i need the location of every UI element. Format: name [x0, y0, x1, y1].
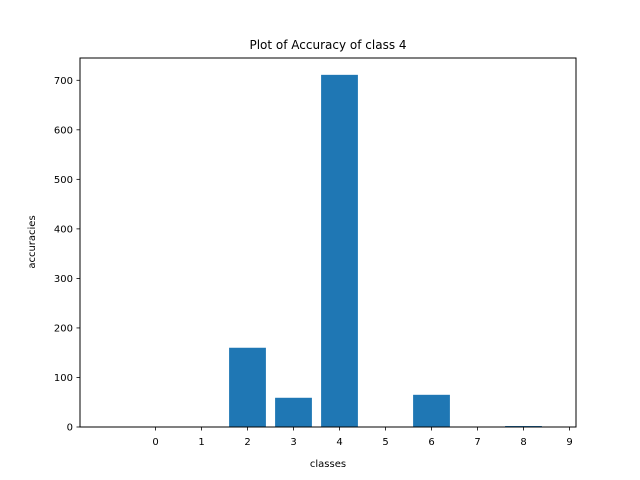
bar-class-3	[275, 397, 312, 427]
plot-frame	[79, 57, 577, 428]
chart-title: Plot of Accuracy of class 4	[249, 38, 406, 52]
bar-class-4	[321, 74, 358, 427]
y-tick-label: 400	[54, 224, 73, 235]
x-tick-label: 9	[566, 437, 572, 448]
y-axis-label: accuracies	[27, 215, 38, 268]
x-ticks-group: 0 1 2 3 4 5 6 7 8 9	[152, 427, 573, 448]
x-tick-label: 1	[198, 437, 204, 448]
y-tick-label: 300	[54, 274, 73, 285]
bar-class-6	[413, 394, 450, 427]
y-tick-label: 500	[54, 175, 73, 186]
x-tick-label: 3	[290, 437, 296, 448]
x-tick-label: 0	[152, 437, 158, 448]
x-tick-label: 4	[336, 437, 342, 448]
y-tick-label: 600	[54, 125, 73, 136]
x-axis-label: classes	[310, 459, 346, 470]
y-ticks-group: 0 100 200 300 400 500 600 700	[54, 76, 80, 434]
x-tick-label: 6	[428, 437, 434, 448]
y-tick-label: 200	[54, 323, 73, 334]
bars-group	[229, 74, 542, 427]
y-tick-label: 0	[67, 423, 73, 434]
bar-class-2	[229, 347, 266, 427]
x-tick-label: 2	[244, 437, 250, 448]
x-tick-label: 7	[474, 437, 480, 448]
y-tick-label: 100	[54, 373, 73, 384]
x-tick-label: 8	[520, 437, 526, 448]
y-tick-label: 700	[54, 76, 73, 87]
x-tick-label: 5	[382, 437, 388, 448]
